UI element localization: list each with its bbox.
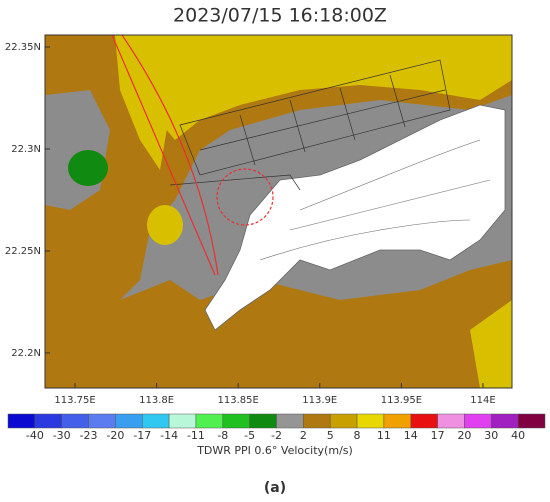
caption: (a) bbox=[264, 480, 286, 496]
x-tick-label: 113.8E bbox=[139, 395, 174, 406]
colorbar-label: -11 bbox=[187, 429, 205, 442]
colorbar-swatch bbox=[222, 413, 250, 429]
colorbar-label: 5 bbox=[327, 429, 334, 442]
contour bbox=[259, 219, 471, 261]
plot-frame bbox=[44, 34, 513, 389]
y-tick-label: 22.2N bbox=[11, 348, 41, 359]
colorbar-swatch bbox=[34, 413, 62, 429]
colorbar-label: -5 bbox=[244, 429, 255, 442]
colorbar-label: 20 bbox=[457, 429, 471, 442]
colorbar-swatch bbox=[517, 413, 546, 429]
x-tick-label: 113.75E bbox=[54, 395, 95, 406]
colorbar-swatch bbox=[115, 413, 143, 429]
colorbar-swatch bbox=[383, 413, 411, 429]
contour bbox=[289, 179, 491, 231]
colorbar-swatch bbox=[168, 413, 197, 429]
x-tick-label: 114E bbox=[470, 395, 495, 406]
radar-yellow bbox=[470, 300, 512, 388]
colorbar-swatch bbox=[464, 413, 492, 429]
radar-yellow bbox=[150, 35, 512, 140]
radar-map bbox=[45, 35, 512, 388]
colorbar-swatch bbox=[329, 413, 358, 429]
radar-yellow bbox=[115, 35, 170, 170]
colorbar-swatch bbox=[7, 413, 36, 429]
colorbar-label: -14 bbox=[160, 429, 178, 442]
x-tick-label: 113.85E bbox=[218, 395, 259, 406]
colorbar-title: TDWR PPI 0.6° Velocity(m/s) bbox=[196, 444, 353, 457]
radar-brown bbox=[200, 260, 512, 388]
colorbar-swatch bbox=[410, 413, 438, 429]
colorbar-label: 14 bbox=[404, 429, 418, 442]
colorbar-swatch bbox=[356, 413, 385, 429]
colorbar-swatch bbox=[303, 413, 331, 429]
colorbar-label: -23 bbox=[80, 429, 98, 442]
colorbar-swatch bbox=[276, 413, 304, 429]
radar-green bbox=[68, 150, 108, 186]
contour bbox=[299, 139, 481, 211]
axes: 113.75E 113.8E 113.85E 113.9E 113.95E 114E 22.… bbox=[5, 42, 496, 406]
colorbar-label: -17 bbox=[133, 429, 151, 442]
x-tick-label: 113.9E bbox=[302, 395, 337, 406]
colorbar: -40 -30 -23 -20 -17 -14 -11 -8 -5 -2 2 5 8 11 14 17 20 30… bbox=[7, 413, 546, 442]
colorbar-swatch bbox=[249, 413, 277, 429]
colorbar-label: -30 bbox=[53, 429, 71, 442]
colorbar-label: 17 bbox=[431, 429, 445, 442]
y-tick-label: 22.3N bbox=[11, 144, 41, 155]
title: 2023/07/15 16:18:00Z bbox=[173, 5, 387, 27]
colorbar-label: -2 bbox=[271, 429, 282, 442]
colorbar-swatch bbox=[142, 413, 170, 429]
colorbar-swatch bbox=[61, 413, 89, 429]
radar-white bbox=[204, 104, 506, 331]
colorbar-label: 2 bbox=[300, 429, 307, 442]
runways bbox=[169, 59, 451, 191]
colorbar-label: -40 bbox=[26, 429, 44, 442]
y-tick-label: 22.35N bbox=[5, 42, 41, 53]
colorbar-label: -8 bbox=[217, 429, 228, 442]
colorbar-label: 40 bbox=[511, 429, 525, 442]
colorbar-label: 8 bbox=[354, 429, 361, 442]
colorbar-label: 30 bbox=[484, 429, 498, 442]
colorbar-label: -20 bbox=[106, 429, 124, 442]
x-tick-label: 113.95E bbox=[381, 395, 422, 406]
colorbar-label: 11 bbox=[377, 429, 391, 442]
colorbar-swatch bbox=[88, 413, 116, 429]
colorbar-swatch bbox=[437, 413, 465, 429]
y-tick-label: 22.25N bbox=[5, 246, 41, 257]
colorbar-swatch bbox=[491, 413, 519, 429]
radar-yellow bbox=[147, 205, 183, 245]
radar-brown bbox=[45, 280, 200, 388]
approach-lines bbox=[111, 35, 274, 276]
colorbar-swatch bbox=[195, 413, 224, 429]
